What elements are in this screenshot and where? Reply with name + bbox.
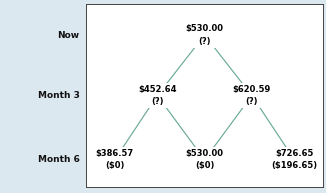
Text: Month 3: Month 3 [38, 91, 80, 100]
Text: $620.59
(?): $620.59 (?) [233, 85, 271, 106]
Text: Now: Now [58, 30, 80, 40]
Text: $386.57
($0): $386.57 ($0) [96, 149, 134, 170]
Text: $726.65
($196.65): $726.65 ($196.65) [271, 149, 318, 170]
Text: $452.64
(?): $452.64 (?) [138, 85, 177, 106]
Text: $530.00
(?): $530.00 (?) [185, 24, 224, 46]
Text: Month 6: Month 6 [38, 155, 80, 164]
Text: $530.00
($0): $530.00 ($0) [185, 149, 224, 170]
